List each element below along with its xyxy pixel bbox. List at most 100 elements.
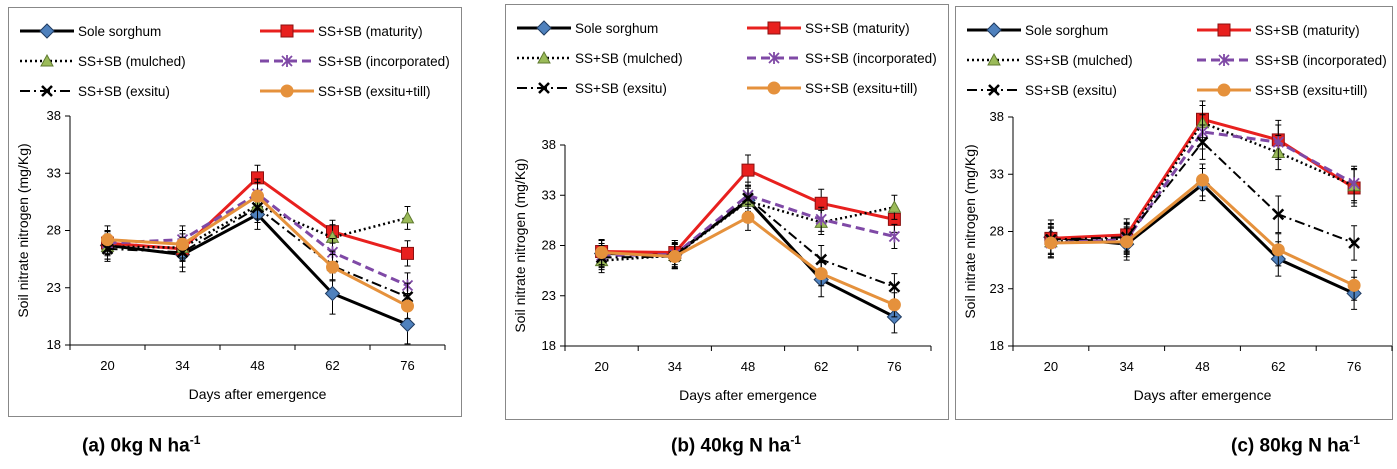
panel-c-data-point <box>1347 278 1361 292</box>
panel-b-y-axis-label: Soil nitrate nitrogen (mg/Kg) <box>512 158 528 332</box>
panel-a-data-point <box>326 260 339 274</box>
panel-a-data-point <box>251 189 264 203</box>
caption-b-text: (b) 40kg N ha <box>671 435 791 457</box>
panel-c-series-line <box>1050 141 1355 244</box>
chart-panel-a: 18 23 28 33 38 20 34 48 62 76 Days after emergence… <box>8 7 462 417</box>
panel-c-legend-label: SS+SB (exsitu+till) <box>1255 83 1368 98</box>
panel-c-x-tick-label: 48 <box>1195 359 1209 374</box>
panel-c-legend-label: SS+SB (mulched) <box>1025 53 1133 68</box>
panel-c-y-tick-label: 28 <box>990 224 1004 239</box>
panel-c-data-point <box>1272 136 1284 149</box>
panel-c-x-tick-label: 76 <box>1347 359 1361 374</box>
caption-a-text: (a) 0kg N ha <box>82 435 190 457</box>
panel-c-legend-label: SS+SB (exsitu) <box>1025 83 1117 98</box>
panel-b-legend-marker <box>536 20 552 36</box>
panel-a-data-point <box>101 233 114 247</box>
panel-c-y-tick-label: 38 <box>990 109 1004 124</box>
chart-panel-c: 18 23 28 33 38 20 34 48 62 76 Days after emergence… <box>955 6 1393 420</box>
panel-a-legend: Sole sorghum SS+SB (maturity) SS+SB (mulch… <box>20 23 450 99</box>
panel-a-legend-marker <box>40 53 54 67</box>
panel-c-data-point <box>1348 177 1360 190</box>
panel-a-y-tick-label: 28 <box>47 223 61 238</box>
panel-a-data-point <box>401 299 414 313</box>
panel-c-legend: Sole sorghum SS+SB (maturity) SS+SB (mulch… <box>967 22 1387 98</box>
panel-a-legend-marker <box>39 23 55 39</box>
panel-c-legend-marker <box>1217 23 1231 37</box>
panel-c-legend-marker <box>1217 83 1231 97</box>
panel-c-series-6 <box>1044 163 1361 301</box>
panel-b-data-point <box>887 200 902 213</box>
caption-c-superscript: -1 <box>1349 433 1360 447</box>
panel-a-data-point <box>176 237 189 251</box>
panel-a-y-tick-label: 38 <box>47 108 61 123</box>
panel-c-data-point <box>1196 136 1209 149</box>
panel-b-data-point <box>741 163 755 177</box>
panel-c-legend-marker <box>986 22 1002 38</box>
panel-c-legend-marker <box>987 52 1001 66</box>
caption-b-superscript: -1 <box>790 433 801 447</box>
panel-a-legend-marker <box>281 55 293 67</box>
panel-b-y-tick-label: 33 <box>542 187 556 202</box>
panel-b-legend-label: SS+SB (exsitu) <box>575 81 667 96</box>
panel-b-y-tick-label: 18 <box>542 338 556 353</box>
panel-b-x-tick-label: 34 <box>668 359 682 374</box>
panel-b-data-point <box>815 253 828 266</box>
panel-a-legend-label: SS+SB (mulched) <box>78 54 186 69</box>
panel-b-legend-marker <box>767 81 781 95</box>
panel-c-legend-label: SS+SB (incorporated) <box>1255 53 1387 68</box>
panel-b-series-6 <box>595 203 901 318</box>
panel-c-data-point <box>1348 237 1360 249</box>
panel-c-y-axis-label: Soil nitrate nitrogen (mg/Kg) <box>962 144 978 318</box>
panel-a-x-axis-label: Days after emergence <box>189 386 327 402</box>
panel-b-x-axis-label: Days after emergence <box>679 387 817 403</box>
panel-b-y-tick-label: 23 <box>542 288 556 303</box>
panel-a-x-tick-label: 48 <box>250 358 264 373</box>
panel-a-data-point <box>401 246 414 260</box>
panel-a-x-tick-label: 76 <box>400 358 414 373</box>
panel-b-legend-label: SS+SB (incorporated) <box>805 51 937 66</box>
panel-b-series-line <box>601 200 895 262</box>
panel-a-series-6 <box>101 181 414 320</box>
panel-c-x-tick-label: 62 <box>1271 359 1285 374</box>
panel-c-series-line <box>1050 130 1355 245</box>
panel-a-data-point <box>399 316 416 333</box>
panel-a-legend-label: SS+SB (exsitu) <box>78 84 170 99</box>
panel-a-y-tick-label: 23 <box>47 280 61 295</box>
panel-b-data-point <box>814 267 828 281</box>
panel-c-data-point <box>1271 243 1285 257</box>
caption-a-superscript: -1 <box>189 433 201 447</box>
panel-b-y-tick-label: 38 <box>542 137 556 152</box>
panel-c-data-point <box>1120 235 1134 249</box>
panel-c-frame <box>955 6 1393 420</box>
panel-c-legend-label: SS+SB (maturity) <box>1255 23 1360 38</box>
panel-c-y-tick-label: 23 <box>990 281 1004 296</box>
panel-a-legend-marker <box>41 85 53 97</box>
panel-c-data-point <box>1272 208 1285 221</box>
panel-b-data-point <box>888 280 901 293</box>
panel-b-data-point <box>815 213 827 226</box>
panel-b-data-point <box>741 210 755 224</box>
panel-b-legend-label: Sole sorghum <box>575 21 658 36</box>
panel-a-legend-label: SS+SB (incorporated) <box>318 54 450 69</box>
panel-c-data-point <box>1044 236 1058 250</box>
panel-c-x-axis-label: Days after emergence <box>1134 387 1272 403</box>
panel-b-y-tick-label: 28 <box>542 238 556 253</box>
panel-a-x-tick-label: 34 <box>175 358 189 373</box>
panel-a-y-tick-label: 33 <box>47 165 61 180</box>
panel-c-y-tick-label: 18 <box>990 338 1004 353</box>
panel-c-legend-label: Sole sorghum <box>1025 23 1108 38</box>
panel-b-x-tick-label: 76 <box>887 359 901 374</box>
panel-c-x-tick-label: 20 <box>1044 359 1058 374</box>
panel-b-legend-label: SS+SB (mulched) <box>575 51 683 66</box>
panel-c-legend-marker <box>988 84 1000 96</box>
panel-b-data-point <box>668 250 682 264</box>
panel-a-legend-label: Sole sorghum <box>78 24 161 39</box>
panel-a-data-point <box>324 285 341 302</box>
panel-c-x-tick-label: 34 <box>1119 359 1133 374</box>
panel-a-y-tick-label: 18 <box>47 337 61 352</box>
panel-b-legend-label: SS+SB (exsitu+till) <box>805 81 918 96</box>
panel-b-x-tick-label: 20 <box>594 359 608 374</box>
panel-a-x-tick-label: 62 <box>325 358 339 373</box>
panel-a-legend-label: SS+SB (maturity) <box>318 24 423 39</box>
panel-b-legend-label: SS+SB (maturity) <box>805 21 910 36</box>
